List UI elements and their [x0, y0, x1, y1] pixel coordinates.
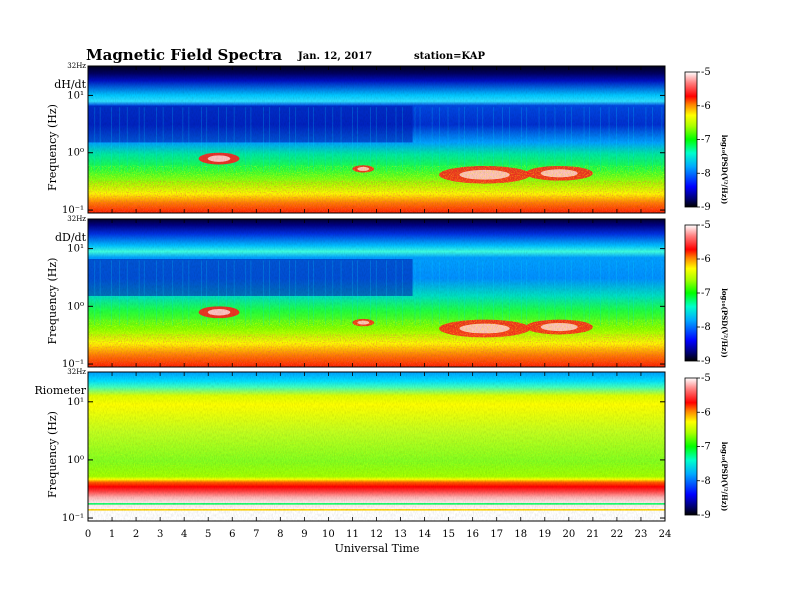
colorbar-tick-label: -7: [701, 288, 711, 299]
x-axis: 0 1 2 3 4 5 6 7 8 9 10 11 12 13 14 15 16 17 18 19 20 21 22 23 24: [85, 529, 672, 540]
x-tick-label: 23: [635, 529, 648, 540]
panel-label: dH/dt: [54, 78, 86, 91]
panel-label: Riometer: [34, 384, 86, 397]
y-tick-label: 10⁻¹: [62, 359, 84, 370]
colorbar-label: log₁₀(PSD(V²/Hz)): [720, 288, 729, 358]
x-tick-label: 11: [346, 529, 359, 540]
colorbar-tick-label: -6: [701, 254, 711, 265]
colorbar-tick-label: -7: [701, 442, 711, 453]
x-axis-label: Universal Time: [335, 542, 420, 555]
colorbar-label: log₁₀(PSD(V²/Hz)): [720, 442, 729, 512]
x-tick-label: 5: [205, 529, 211, 540]
spectrogram-panels: dH/dt 32Hz 10¹ 10⁰ 10⁻¹ Frequency (Hz) dD/dt 32…: [34, 62, 666, 524]
colorbar-tick-label: -7: [701, 135, 711, 146]
date-label: Jan. 12, 2017: [297, 51, 372, 62]
y-tick-label: 10⁻¹: [62, 205, 84, 216]
colorbar-tick-label: -6: [701, 101, 711, 112]
colorbar-tick-label: -9: [701, 510, 711, 521]
x-tick-label: 8: [277, 529, 283, 540]
colorbar-1: -5 -6 -7 -8 -9 log₁₀(PSD(V²/Hz)): [684, 67, 729, 213]
colorbar-tick-label: -8: [701, 322, 711, 333]
colorbars: -5 -6 -7 -8 -9 log₁₀(PSD(V²/Hz)) -5 -6 -7 -8 -9 log…: [684, 67, 729, 521]
spectrogram-panel-2: dD/dt 32Hz 10¹ 10⁰ 10⁻¹ Frequency (Hz): [46, 215, 666, 370]
spectrogram-panel-3: Riometer 32Hz 10¹ 10⁰ 10⁻¹ Frequency (Hz): [34, 368, 666, 524]
y-axis-label: Frequency (Hz): [46, 411, 59, 498]
colorbar-scale: [684, 377, 698, 516]
y-tick-label: 32Hz: [67, 62, 86, 70]
x-tick-label: 15: [442, 529, 455, 540]
colorbar-tick-label: -5: [701, 220, 711, 231]
y-tick-label: 32Hz: [67, 215, 86, 223]
colorbar-tick-label: -8: [701, 168, 711, 179]
colorbar-tick-label: -9: [701, 202, 711, 213]
y-axis-label: Frequency (Hz): [46, 104, 59, 191]
y-tick-label: 10⁰: [67, 148, 84, 159]
x-tick-label: 6: [229, 529, 235, 540]
y-tick-label: 32Hz: [67, 368, 86, 376]
x-tick-label: 1: [109, 529, 115, 540]
x-tick-label: 14: [418, 529, 431, 540]
colorbar-label: log₁₀(PSD(V²/Hz)): [720, 135, 729, 205]
colorbar-3: -5 -6 -7 -8 -9 log₁₀(PSD(V²/Hz)): [684, 373, 729, 521]
colorbar-2: -5 -6 -7 -8 -9 log₁₀(PSD(V²/Hz)): [684, 220, 729, 367]
x-tick-label: 4: [181, 529, 187, 540]
spectrogram-panel-1: dH/dt 32Hz 10¹ 10⁰ 10⁻¹ Frequency (Hz): [46, 62, 666, 216]
x-tick-label: 24: [659, 529, 672, 540]
y-tick-label: 10⁰: [67, 455, 84, 466]
x-tick-label: 18: [514, 529, 527, 540]
y-axis-label: Frequency (Hz): [46, 258, 59, 345]
x-tick-label: 12: [370, 529, 383, 540]
x-tick-label: 16: [466, 529, 479, 540]
colorbar-tick-label: -5: [701, 67, 711, 78]
y-tick-label: 10¹: [67, 397, 84, 408]
x-tick-label: 9: [301, 529, 307, 540]
x-tick-label: 17: [490, 529, 503, 540]
y-tick-label: 10¹: [67, 244, 84, 255]
station-label: station=KAP: [414, 51, 486, 62]
colorbar-tick-label: -6: [701, 407, 711, 418]
colorbar-tick-label: -9: [701, 356, 711, 367]
x-tick-label: 13: [394, 529, 407, 540]
colorbar-tick-label: -8: [701, 476, 711, 487]
colorbar-scale: [684, 71, 698, 208]
x-tick-label: 10: [322, 529, 335, 540]
panel-label: dD/dt: [55, 231, 87, 244]
x-tick-label: 2: [133, 529, 139, 540]
colorbar-tick-label: -5: [701, 373, 711, 384]
y-tick-label: 10⁰: [67, 301, 84, 312]
y-tick-label: 10⁻¹: [62, 513, 84, 524]
page-title: Magnetic Field Spectra: [86, 46, 282, 64]
x-tick-label: 19: [538, 529, 551, 540]
y-tick-label: 10¹: [67, 90, 84, 101]
x-tick-label: 7: [253, 529, 259, 540]
x-tick-label: 0: [85, 529, 91, 540]
x-tick-label: 20: [562, 529, 575, 540]
x-tick-label: 21: [587, 529, 600, 540]
x-tick-label: 22: [611, 529, 624, 540]
x-tick-label: 3: [157, 529, 163, 540]
colorbar-scale: [684, 224, 698, 362]
